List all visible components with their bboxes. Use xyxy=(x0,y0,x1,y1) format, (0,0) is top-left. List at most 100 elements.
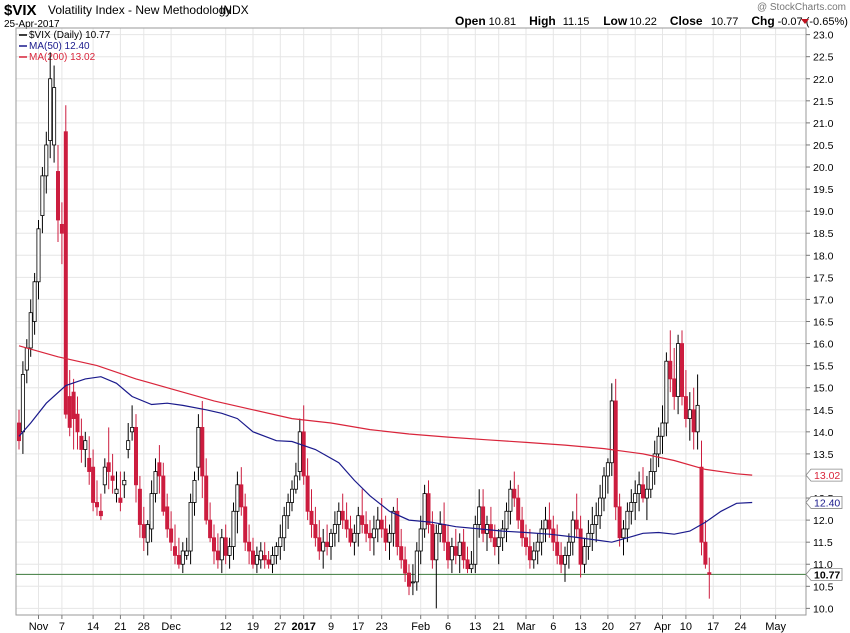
candle-body xyxy=(40,175,45,216)
candle-body xyxy=(137,488,142,525)
candle-body xyxy=(172,546,177,556)
candle-body xyxy=(652,453,657,472)
x-tick-label: 6 xyxy=(550,621,556,633)
candle-body xyxy=(145,524,150,543)
candle-body xyxy=(56,171,61,221)
candle-body xyxy=(586,532,591,547)
price-label-box xyxy=(805,496,843,509)
candle-body xyxy=(348,528,353,543)
candle-body xyxy=(703,541,708,565)
legend-entry: MA(200) 13.02 xyxy=(29,52,96,63)
candle-body xyxy=(28,312,33,349)
candle-body xyxy=(602,475,607,499)
candle-body xyxy=(367,532,372,539)
candle-body xyxy=(574,519,579,530)
candle-body xyxy=(247,541,252,552)
candle-body xyxy=(410,581,415,584)
candle-body xyxy=(44,144,49,177)
candle-body xyxy=(266,559,271,565)
candle-body xyxy=(293,475,298,490)
chart-header: $VIX Volatility Index - New Methodology … xyxy=(4,2,848,30)
exchange-label: INDX xyxy=(220,3,249,17)
candle-body xyxy=(406,572,411,587)
candle-body xyxy=(617,506,622,539)
candle-body xyxy=(465,559,470,570)
price-label-box xyxy=(805,567,843,581)
candle-body xyxy=(157,462,162,477)
x-tick-label: 21 xyxy=(493,621,505,633)
grid xyxy=(16,28,806,615)
y-tick-label: 21.5 xyxy=(813,96,834,108)
candle-body xyxy=(555,541,560,556)
legend-entry: MA(50) 12.40 xyxy=(29,41,90,52)
candle-body xyxy=(317,537,322,552)
candle-body xyxy=(430,524,435,561)
ohlc-value: 10.22 xyxy=(629,16,657,28)
candle-body xyxy=(313,524,318,539)
candle-body xyxy=(426,493,431,525)
candle-body xyxy=(531,550,536,561)
candle-body xyxy=(133,427,138,486)
candle-body xyxy=(473,524,478,565)
candle-body xyxy=(87,457,92,472)
x-tick-label: 17 xyxy=(352,621,364,633)
down-arrow-icon xyxy=(801,19,809,24)
candle-body xyxy=(219,537,224,561)
candle-body xyxy=(629,502,634,512)
legend-entry: $VIX (Daily) 10.77 xyxy=(29,30,111,41)
y-tick-label: 16.0 xyxy=(813,339,834,351)
candle-body xyxy=(383,528,388,543)
candle-body xyxy=(461,541,466,561)
candle-body xyxy=(215,550,220,561)
x-tick-label: Apr xyxy=(654,621,671,633)
candle-body xyxy=(496,537,501,547)
y-tick-label: 22.5 xyxy=(813,52,834,64)
candle-body xyxy=(644,488,649,499)
ohlc-label: Low xyxy=(603,14,628,28)
y-tick-label: 10.0 xyxy=(813,603,834,615)
candle-body xyxy=(364,524,369,534)
candle-body xyxy=(691,409,696,433)
y-tick-label: 12.0 xyxy=(813,515,834,527)
candle-body xyxy=(508,488,513,512)
ohlc-value: 10.81 xyxy=(489,16,517,28)
candle-body xyxy=(211,537,216,552)
candle-body xyxy=(32,281,37,322)
candle-body xyxy=(641,484,646,499)
candle-body xyxy=(457,541,462,556)
y-tick-label: 17.0 xyxy=(813,294,834,306)
y-tick-label: 23.0 xyxy=(813,30,834,42)
candle-body xyxy=(578,528,583,565)
candle-body xyxy=(235,484,240,512)
candle-body xyxy=(325,541,330,547)
candle-body xyxy=(625,510,630,530)
candles xyxy=(16,52,712,609)
candle-body xyxy=(258,550,263,561)
candle-body xyxy=(543,519,548,530)
candle-body xyxy=(672,378,677,397)
candle-body xyxy=(309,510,314,525)
candle-body xyxy=(563,555,568,565)
candle-body xyxy=(297,431,302,472)
candle-body xyxy=(188,502,193,552)
candle-body xyxy=(445,541,450,561)
candle-body xyxy=(286,502,291,517)
candle-body xyxy=(598,497,603,517)
ohlc-summary: Open 10.81 High 11.15 Low 10.22 Close 10.77 Chg -… xyxy=(455,14,848,28)
candle-body xyxy=(91,466,96,503)
x-tick-label: 20 xyxy=(602,621,614,633)
candle-body xyxy=(504,510,509,530)
x-tick-label: 27 xyxy=(629,621,641,633)
candle-body xyxy=(683,396,688,419)
candle-body xyxy=(434,532,439,561)
candle-body xyxy=(184,550,189,556)
candle-body xyxy=(262,555,267,561)
y-tick-label: 16.5 xyxy=(813,317,834,329)
candle-body xyxy=(547,519,552,530)
candle-body xyxy=(118,497,123,503)
candle-body xyxy=(192,479,197,503)
ma200-line xyxy=(18,345,753,476)
x-tick-label: 6 xyxy=(445,621,451,633)
chart-date: 25-Apr-2017 xyxy=(4,19,60,30)
